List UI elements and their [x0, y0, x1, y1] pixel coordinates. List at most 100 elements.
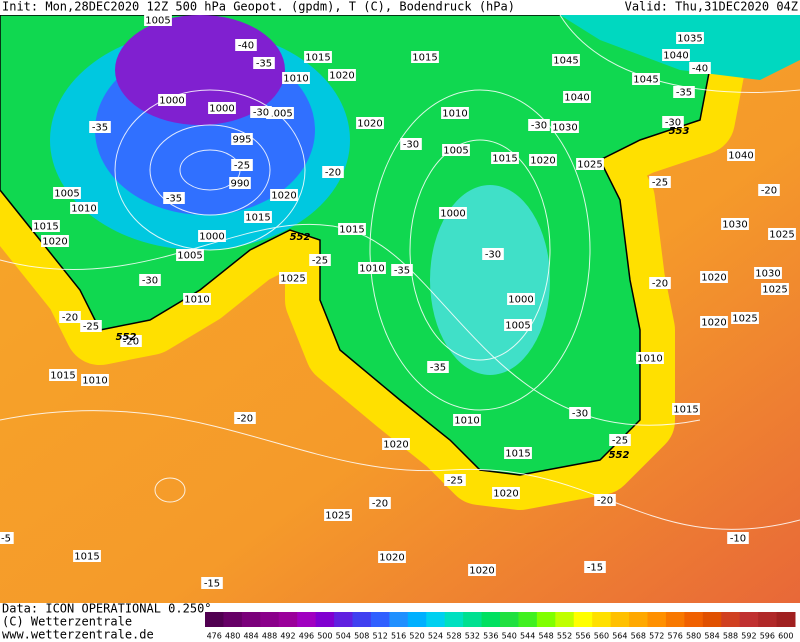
pressure-label: 1030	[552, 123, 577, 134]
colorbar-swatch	[205, 612, 224, 627]
label-box	[662, 116, 684, 128]
label-box	[689, 62, 711, 74]
pressure-label: 1030	[755, 269, 780, 280]
height-label: 553	[669, 126, 690, 137]
colorbar-tick-label: 524	[428, 632, 443, 641]
temperature-label: -25	[234, 161, 250, 172]
label-box	[266, 107, 294, 119]
label-box	[250, 106, 272, 118]
label-box	[89, 121, 111, 133]
label-box	[528, 119, 550, 131]
label-box	[139, 274, 161, 286]
label-box	[378, 551, 406, 563]
pressure-label: 1005	[443, 146, 468, 157]
pressure-label: 1005	[54, 189, 79, 200]
label-box	[636, 352, 664, 364]
label-box	[253, 57, 275, 69]
temperature-label: -40	[692, 64, 708, 75]
height-label: 552	[290, 232, 311, 243]
colorbar-tick-label: 484	[243, 632, 258, 641]
label-box	[369, 497, 391, 509]
label-box	[81, 374, 109, 386]
label-box	[73, 550, 101, 562]
colorbar-tick-label: 552	[557, 632, 572, 641]
pressure-label: 1010	[637, 354, 662, 365]
label-box	[244, 211, 272, 223]
temperature-label: -35	[394, 266, 410, 277]
pressure-label: 1025	[325, 511, 350, 522]
label-box	[727, 532, 749, 544]
colorbar-tick-label: 536	[483, 632, 498, 641]
label-box	[491, 152, 519, 164]
pressure-label: 1020	[357, 119, 382, 130]
label-box	[356, 117, 384, 129]
temperature-label: -20	[372, 499, 388, 510]
label-box	[551, 121, 579, 133]
colorbar-tick-label: 576	[668, 632, 683, 641]
label-box	[231, 159, 253, 171]
label-box	[158, 94, 186, 106]
data-source: Data: ICON OPERATIONAL 0.250°	[2, 602, 212, 616]
label-box	[507, 293, 535, 305]
temperature-label: -20	[237, 414, 253, 425]
colorbar-tick-label: 596	[760, 632, 775, 641]
colorbar-tick-label: 584	[704, 632, 719, 641]
colorbar-swatch	[315, 612, 335, 627]
pressure-label: 1020	[383, 440, 408, 451]
label-box	[198, 230, 226, 242]
colorbar-tick-label: 504	[336, 632, 351, 641]
label-box	[80, 320, 102, 332]
temperature-label: -15	[587, 563, 603, 574]
colorbar-tick-label: 520	[409, 632, 424, 641]
colorbar-swatch	[721, 612, 741, 627]
label-box	[727, 149, 755, 161]
label-box	[41, 235, 69, 247]
temperature-label: -25	[312, 256, 328, 267]
colorbar-tick-label: 560	[594, 632, 609, 641]
pressure-label: 1010	[82, 376, 107, 387]
pressure-label: 1030	[722, 220, 747, 231]
label-box	[120, 335, 142, 347]
label-box	[59, 311, 81, 323]
label-box	[441, 107, 469, 119]
pressure-label: 1025	[280, 274, 305, 285]
pressure-label: 1010	[184, 295, 209, 306]
pressure-label: 1040	[728, 151, 753, 162]
colorbar-swatch	[260, 612, 280, 627]
pressure-label: 1015	[492, 154, 517, 165]
label-box	[453, 414, 481, 426]
temperature-label: -30	[485, 250, 501, 261]
colorbar-tick-label: 548	[538, 632, 553, 641]
label-box	[731, 312, 759, 324]
colorbar-tick-label: 516	[391, 632, 406, 641]
label-box	[768, 228, 796, 240]
label-box	[163, 192, 185, 204]
pressure-label: 1015	[673, 405, 698, 416]
pressure-label: 1010	[71, 204, 96, 215]
pressure-label: 1015	[245, 213, 270, 224]
colorbar-tick-label: 496	[299, 632, 314, 641]
label-box	[338, 223, 366, 235]
pressure-label: 1010	[359, 264, 384, 275]
label-box	[662, 49, 690, 61]
label-box	[673, 86, 695, 98]
label-box	[234, 412, 256, 424]
colorbar-swatch	[334, 612, 353, 627]
colorbar-swatch	[444, 612, 464, 627]
colorbar-swatch	[610, 612, 630, 627]
colorbar-tick-label: 480	[225, 632, 240, 641]
pressure-label: 1000	[159, 96, 184, 107]
colorbar-tick-label: 588	[723, 632, 738, 641]
label-box	[700, 271, 728, 283]
label-box	[53, 187, 81, 199]
colorbar-tick-label: 544	[520, 632, 535, 641]
colorbar-tick-label: 532	[465, 632, 480, 641]
label-box	[391, 264, 413, 276]
colorbar-swatch	[592, 612, 612, 627]
colorbar-tick-label: 592	[741, 632, 756, 641]
label-box	[304, 51, 332, 63]
temperature-label: -25	[447, 476, 463, 487]
pressure-label: 995	[232, 135, 251, 146]
pressure-label: 1025	[732, 314, 757, 325]
